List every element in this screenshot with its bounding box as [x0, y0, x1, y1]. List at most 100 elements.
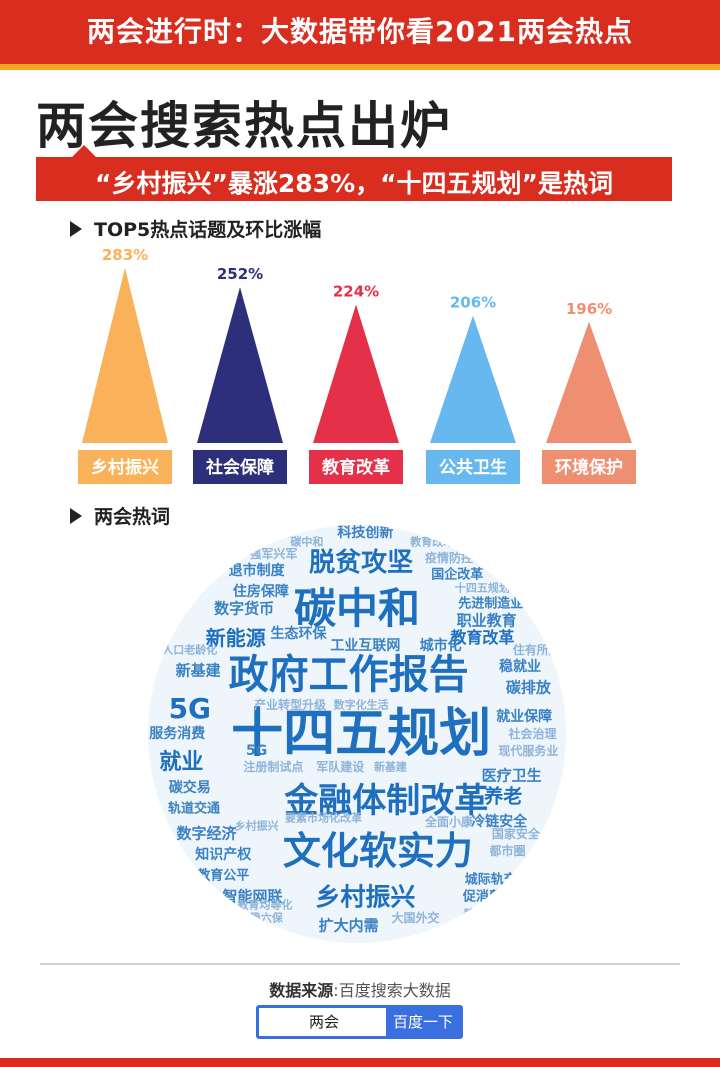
word-cloud-term: 碳排放 [505, 678, 551, 697]
word-cloud-term: 教育均等化 [237, 898, 293, 912]
word-cloud-term: 职业教育 [456, 611, 517, 630]
word-cloud-term: 就业 [159, 750, 204, 776]
word-cloud-term: 政府工作报告 [228, 652, 469, 699]
word-cloud-term: 碳中和 [290, 535, 324, 549]
value-label-2: 252% [217, 265, 263, 283]
word-cloud-term: 军队建设 [316, 760, 365, 775]
bottom-bar [0, 1058, 720, 1067]
bar-4 [430, 315, 516, 443]
word-cloud-term: 住有所居 [512, 643, 561, 658]
word-cloud-term: 服务消费 [149, 726, 206, 742]
word-cloud-term: 退市制度 [228, 562, 285, 579]
word-cloud-term: 冷链安全 [471, 813, 528, 830]
bar-1 [82, 268, 168, 443]
word-cloud-term: 先进制造业 [458, 596, 524, 612]
word-cloud-term: 教育公平 [197, 868, 250, 884]
word-cloud-term: 社会治理 [508, 727, 557, 741]
word-cloud-term: 碳交易 [168, 780, 211, 797]
word-cloud-term: 脱贫攻坚 [309, 547, 414, 578]
word-cloud-term: 疫情防控 [424, 551, 473, 566]
source-value: :百度搜索大数据 [333, 981, 451, 1000]
word-cloud-term: 新基建 [175, 661, 221, 680]
word-cloud-term: 城市化 [419, 638, 462, 655]
category-label-box-3 [309, 450, 403, 484]
word-cloud-term: 养老 [463, 907, 486, 921]
word-cloud-term: 乡村振兴 [315, 882, 416, 912]
word-cloud-term: 数字化生活 [333, 698, 389, 712]
word-cloud-term: 人口老龄化 [162, 643, 218, 657]
word-cloud-term: 金融体制改革 [284, 780, 489, 821]
source-label: 数据来源 [269, 981, 334, 1000]
value-label-3: 224% [333, 282, 379, 300]
divider [40, 963, 680, 965]
word-cloud-term: 养老 [484, 785, 523, 808]
category-label-4: 公共卫生 [439, 457, 507, 478]
value-label-5: 196% [566, 300, 612, 318]
word-cloud: 十四五规划 政府工作报告 碳中和 金融体制改革 文化软实力 脱贫攻坚 乡村振兴 5G 新能源 就业… [148, 525, 566, 943]
word-cloud-term: 扩大内需 [318, 916, 379, 935]
word-cloud-term: 知识产权 [195, 847, 252, 864]
word-cloud-term: 数字经济 [176, 824, 237, 843]
section-wordcloud-label: 两会热词 [94, 506, 171, 528]
highlight-text: “乡村振兴”暴涨283%，“十四五规划”是热词 [95, 169, 613, 198]
word-cloud-term: 新能源 [205, 625, 266, 650]
category-label-3: 教育改革 [321, 457, 390, 478]
section-wordcloud-heading: 两会热词 [70, 502, 170, 529]
data-source: 数据来源:百度搜索大数据 [0, 977, 720, 1001]
word-cloud-term: 注册制试点 [243, 760, 304, 775]
word-cloud-term: 现代服务业 [498, 743, 559, 758]
section-top5-label: TOP5热点话题及环比涨幅 [94, 219, 322, 241]
top5-chart: 283% 乡村振兴 252% 社会保障 224% 教育改革 206% 公共卫生 196% 环境保护 [78, 246, 636, 484]
value-label-1: 283% [102, 246, 148, 264]
word-cloud-term: 国企改革 [431, 567, 484, 583]
word-cloud-term: 新基建 [373, 760, 407, 774]
word-cloud-term: 5G [168, 691, 212, 725]
top-banner: 两会进行时：大数据带你看2021两会热点 [0, 0, 720, 64]
word-cloud-term: 稳就业 [499, 659, 542, 676]
word-cloud-term: 生态环保 [270, 625, 327, 642]
category-label-box-2 [193, 450, 287, 484]
bar-5 [546, 321, 632, 443]
word-cloud-term: 产业转型升级 [254, 697, 327, 712]
word-cloud-term: 大国外交 [391, 910, 440, 925]
word-cloud-term: 十四五规划 [454, 581, 510, 595]
page-title: 两会进行时：大数据带你看2021两会热点 [87, 15, 633, 48]
bar-3 [313, 304, 399, 443]
category-label-box-4 [426, 450, 520, 484]
word-cloud-term: 轨道交通 [167, 801, 220, 817]
word-cloud-term: 科技创新 [337, 525, 394, 542]
word-cloud-term: 要素市场化改革 [285, 811, 363, 825]
word-cloud-term: 六稳六保 [238, 911, 283, 925]
word-cloud-term: 工业互联网 [330, 638, 401, 655]
word-cloud-term: 就业保障 [496, 709, 553, 726]
category-label-1: 乡村振兴 [91, 457, 159, 478]
search-box[interactable]: 两会 百度一下 [256, 1005, 463, 1039]
word-cloud-term: 城际轨交 [464, 872, 517, 888]
category-label-5: 环境保护 [555, 457, 623, 478]
word-cloud-term: 教育改革 [450, 627, 515, 647]
search-input[interactable]: 两会 [308, 1013, 339, 1031]
word-cloud-term: 教育改革 [410, 535, 455, 549]
word-cloud-term: 促消费 [462, 889, 502, 905]
category-label-2: 社会保障 [205, 457, 274, 478]
triangle-bullet-icon [70, 507, 82, 524]
word-cloud-term: 国家安全 [491, 827, 540, 842]
word-cloud-term: 十四五规划 [231, 704, 492, 764]
accent-stripe [0, 64, 720, 70]
search-button[interactable]: 百度一下 [386, 1008, 460, 1036]
bar-2 [197, 287, 283, 443]
word-cloud-term: 数字货币 [214, 599, 275, 618]
triangle-bullet-icon [70, 220, 82, 237]
category-label-box-5 [542, 450, 636, 484]
word-cloud-term: 都市圈 [489, 844, 526, 859]
word-cloud-term: 碳中和 [293, 583, 421, 633]
word-cloud-term: 住房保障 [232, 583, 289, 600]
category-label-box-1 [78, 450, 172, 484]
section-top5-heading: TOP5热点话题及环比涨幅 [70, 215, 321, 242]
word-cloud-term: 医疗卫生 [481, 766, 542, 785]
word-cloud-term: 文化软实力 [282, 829, 473, 874]
value-label-4: 206% [450, 294, 496, 312]
word-cloud-term: 乡村振兴 [234, 819, 279, 833]
word-cloud-term: 新能源 [424, 526, 458, 540]
word-cloud-term: 智能网联 [222, 887, 283, 906]
